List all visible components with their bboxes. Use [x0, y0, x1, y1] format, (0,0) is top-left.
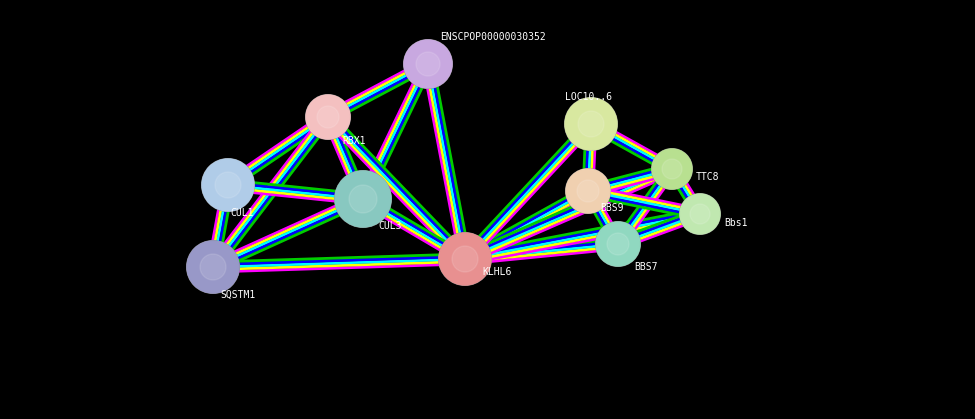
Circle shape	[595, 221, 641, 267]
Circle shape	[404, 40, 452, 88]
Text: CUL3: CUL3	[378, 221, 402, 231]
Text: CUL1: CUL1	[230, 208, 254, 218]
Circle shape	[607, 233, 629, 255]
Text: BBS9: BBS9	[600, 203, 623, 213]
Circle shape	[186, 240, 240, 294]
Circle shape	[690, 204, 710, 224]
Circle shape	[306, 95, 350, 139]
Circle shape	[200, 254, 226, 280]
Circle shape	[565, 98, 617, 150]
Circle shape	[187, 241, 239, 293]
Circle shape	[565, 168, 611, 214]
Circle shape	[305, 94, 351, 140]
Circle shape	[679, 193, 721, 235]
Circle shape	[452, 246, 478, 272]
Circle shape	[651, 148, 693, 190]
Circle shape	[439, 233, 491, 285]
Circle shape	[564, 97, 618, 151]
Text: ENSCPOP00000030352: ENSCPOP00000030352	[440, 32, 546, 42]
Circle shape	[403, 39, 453, 89]
Circle shape	[680, 194, 720, 234]
Circle shape	[215, 172, 241, 198]
Circle shape	[335, 171, 391, 227]
Circle shape	[201, 158, 255, 212]
Text: BBS7: BBS7	[634, 262, 657, 272]
Text: RBX1: RBX1	[342, 136, 366, 146]
Circle shape	[349, 185, 377, 213]
Circle shape	[317, 106, 339, 128]
Circle shape	[566, 169, 610, 213]
Text: KLHL6: KLHL6	[482, 267, 511, 277]
Circle shape	[334, 170, 392, 228]
Circle shape	[596, 222, 640, 266]
Circle shape	[416, 52, 440, 76]
Circle shape	[438, 232, 492, 286]
Text: TTC8: TTC8	[696, 172, 720, 182]
Text: LOC10..6: LOC10..6	[565, 92, 612, 102]
Text: Bbs1: Bbs1	[724, 218, 748, 228]
Circle shape	[202, 159, 254, 211]
Text: SQSTM1: SQSTM1	[220, 290, 255, 300]
Circle shape	[652, 149, 692, 189]
Circle shape	[662, 159, 682, 179]
Circle shape	[577, 180, 599, 202]
Circle shape	[578, 111, 604, 137]
